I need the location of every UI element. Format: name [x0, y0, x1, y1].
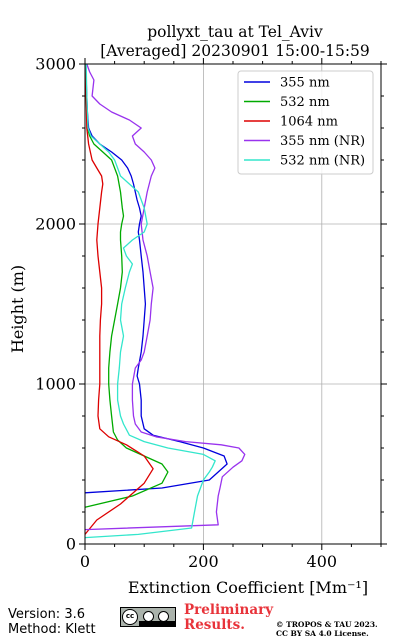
series-line-1 [84, 63, 169, 508]
series-line-3 [84, 63, 246, 531]
y-tick-label: 0 [66, 535, 76, 554]
y-tick-label: 1000 [35, 375, 76, 394]
license-strip [139, 621, 175, 626]
legend-entry-label: 355 nm (NR) [280, 134, 365, 149]
chart-subtitle: [Averaged] 20230901 15:00-15:59 [100, 42, 370, 60]
series-line-0 [84, 63, 228, 494]
legend-entry-label: 532 nm (NR) [280, 154, 365, 169]
license-label: CC BY SA 4.0 License. [276, 629, 369, 638]
x-tick-label: 0 [80, 552, 90, 571]
cc-logo-icon: cc [122, 609, 138, 625]
chart-title: pollyxt_tau at Tel_Aviv [147, 23, 323, 41]
legend-entry-label: 1064 nm [280, 115, 338, 130]
series-line-4 [84, 63, 216, 539]
x-tick-label: 400 [307, 552, 338, 571]
y-tick-label: 2000 [35, 215, 76, 234]
x-tick-label: 200 [188, 552, 219, 571]
version-label: Version: 3.6 [8, 607, 85, 622]
preliminary-label: Preliminary [184, 602, 274, 618]
legend-entry-label: 355 nm [280, 76, 330, 91]
legend-entry-label: 532 nm [280, 95, 330, 110]
results-label: Results. [184, 617, 245, 633]
series-line-2 [84, 63, 154, 535]
x-axis-label: Extinction Coefficient [Mm⁻¹] [128, 578, 368, 597]
method-label: Method: Klett [8, 622, 96, 637]
cc-by-sa-license-icon: cc [120, 607, 176, 627]
y-tick-label: 3000 [35, 55, 76, 74]
copyright-label: © TROPOS & TAU 2023. [276, 620, 378, 629]
legend-box [237, 70, 374, 175]
y-axis-label: Height (m) [8, 265, 27, 353]
